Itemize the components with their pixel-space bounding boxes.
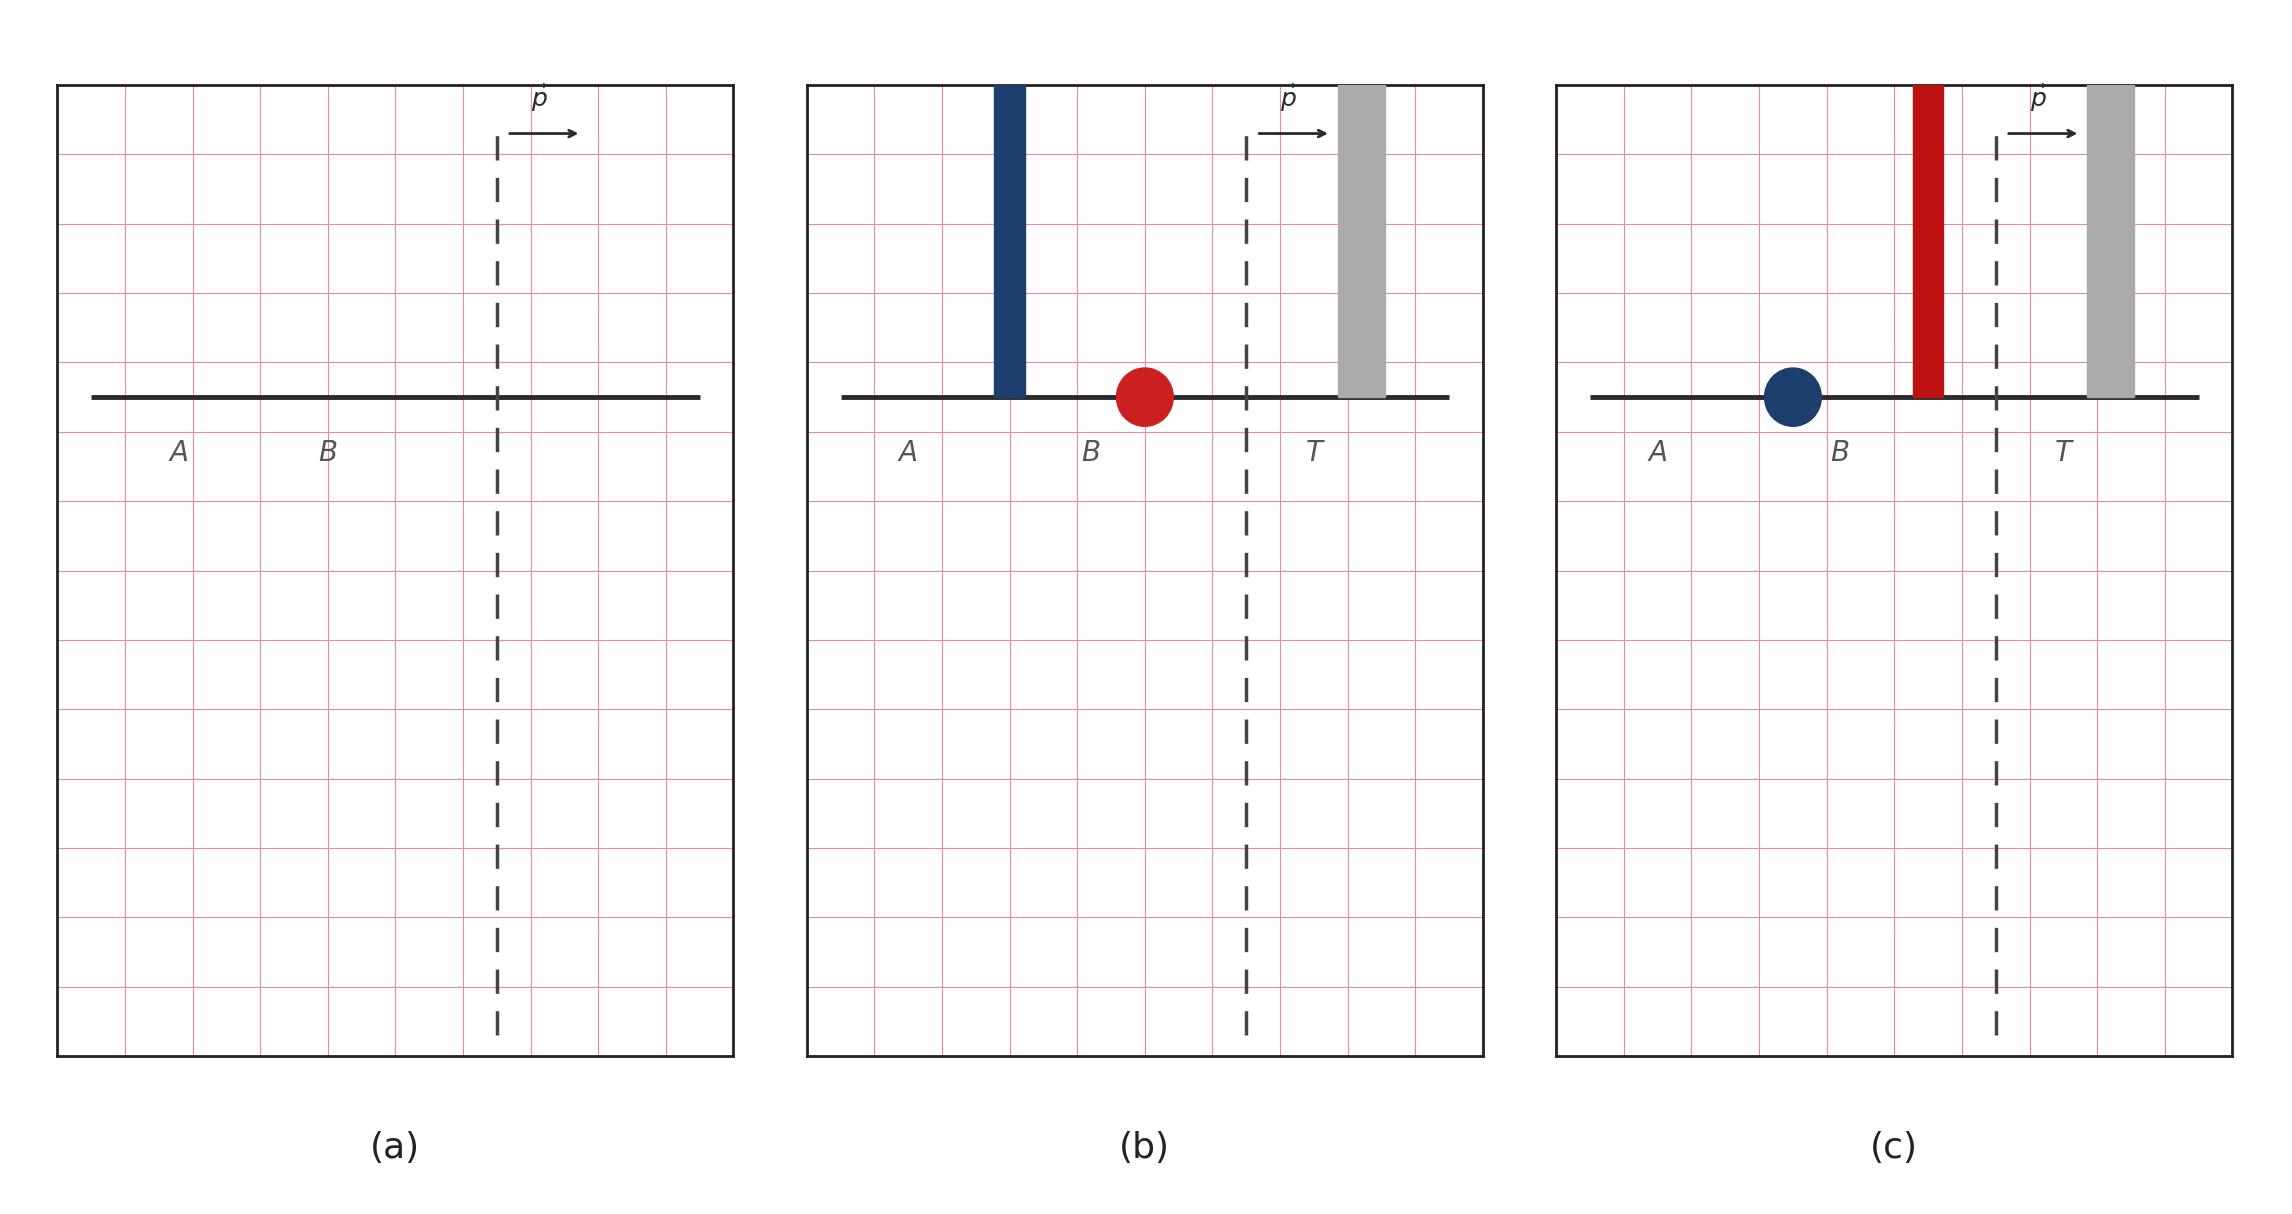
Text: $\vec{p}$: $\vec{p}$ (2031, 83, 2047, 114)
Text: A: A (170, 438, 188, 466)
Text: $\vec{p}$: $\vec{p}$ (1279, 83, 1297, 114)
Bar (995, 0, 1025, 397)
Circle shape (1765, 368, 1822, 426)
Bar (2088, 0, 2134, 397)
Text: (b): (b) (1118, 1131, 1171, 1165)
Circle shape (1116, 368, 1174, 426)
Bar (1339, 0, 1384, 397)
Text: A: A (898, 438, 917, 466)
Text: T: T (1306, 438, 1322, 466)
Text: B: B (1831, 438, 1850, 466)
Bar (1914, 0, 1944, 397)
Text: (a): (a) (371, 1131, 419, 1165)
Text: B: B (1082, 438, 1100, 466)
Text: (c): (c) (1870, 1131, 1918, 1165)
Text: A: A (1648, 438, 1666, 466)
Text: T: T (2056, 438, 2072, 466)
Text: B: B (319, 438, 337, 466)
Text: $\vec{p}$: $\vec{p}$ (532, 83, 548, 114)
